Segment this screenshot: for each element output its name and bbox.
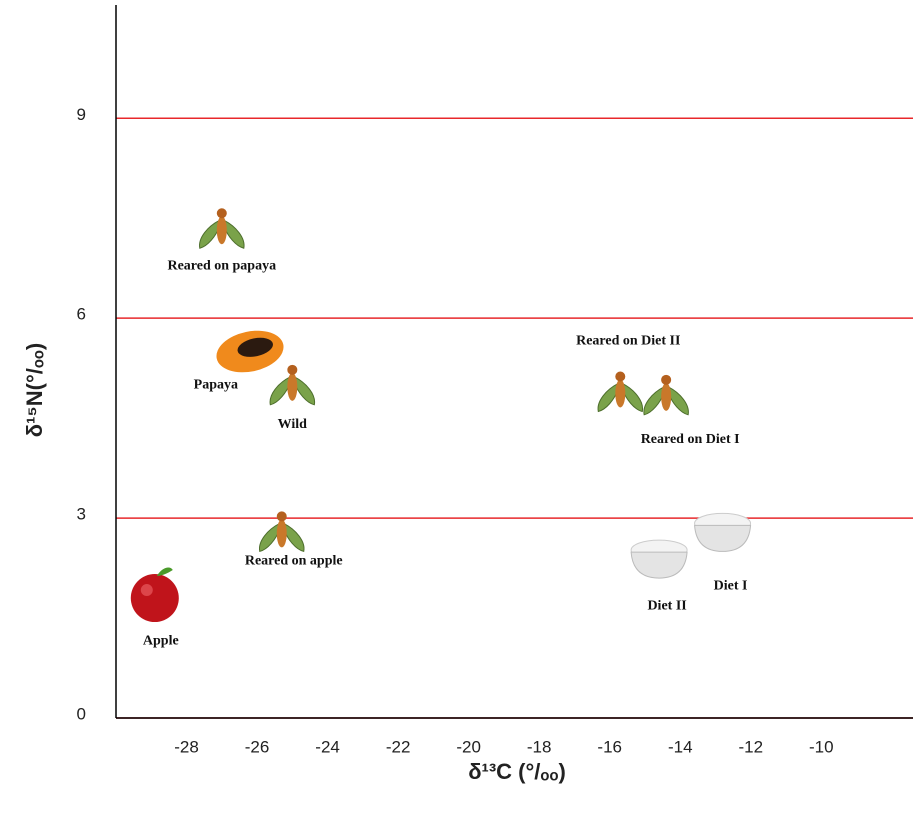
data-point	[694, 512, 752, 552]
fly-wing	[269, 376, 291, 406]
x-tick-label: -10	[809, 737, 834, 756]
y-tick-label: 3	[77, 505, 86, 524]
point-label: Reared on Diet I	[641, 432, 740, 447]
y-axis-title: δ¹⁵N(°/ₒₒ)	[22, 343, 47, 438]
x-tick-label: -26	[245, 737, 270, 756]
x-tick-label: -28	[174, 737, 199, 756]
point-label: Reared on apple	[245, 554, 343, 569]
x-tick-label: -20	[456, 737, 481, 756]
data-point	[597, 371, 644, 413]
data-point	[130, 567, 179, 623]
point-label: Papaya	[194, 378, 238, 393]
fly-wing	[597, 382, 619, 413]
bowl	[630, 551, 688, 579]
data-point	[259, 511, 305, 553]
fly-body	[216, 216, 227, 245]
x-tick-label: -16	[597, 737, 622, 756]
x-tick-label: -12	[738, 737, 763, 756]
data-point	[216, 330, 284, 373]
fly-body	[615, 379, 626, 408]
data-point	[630, 539, 688, 579]
apple-shine	[140, 584, 153, 597]
apple-leaf	[156, 567, 173, 577]
data-point	[643, 374, 689, 416]
fly-head	[216, 208, 227, 219]
x-tick-label: -18	[527, 737, 552, 756]
y-tick-label: 9	[77, 105, 86, 124]
y-tick-label: 0	[77, 704, 86, 723]
x-axis-title: δ¹³C (°/ₒₒ)	[468, 759, 566, 784]
fly-head	[287, 364, 298, 375]
data-point	[269, 364, 316, 406]
fly-body	[276, 519, 287, 548]
fly-body	[661, 382, 672, 411]
point-label: Wild	[278, 417, 308, 432]
x-tick-label: -24	[315, 737, 340, 756]
fly-wing	[621, 382, 644, 413]
point-label: Reared on Diet II	[576, 334, 680, 349]
fly-head	[661, 374, 672, 385]
x-tick-label: -14	[668, 737, 693, 756]
fly-head	[276, 511, 287, 522]
point-label: Diet I	[714, 579, 748, 594]
data-point	[199, 208, 245, 249]
fly-wing	[223, 219, 245, 249]
fly-wing	[283, 522, 305, 553]
fly-wing	[199, 219, 221, 249]
point-label: Reared on papaya	[167, 258, 276, 273]
fly-wing	[643, 386, 665, 416]
y-tick-label: 6	[77, 305, 86, 324]
x-tick-label: -22	[386, 737, 411, 756]
fly-wing	[667, 386, 689, 416]
fly-wing	[293, 376, 316, 406]
fly-body	[287, 372, 298, 401]
fly-wing	[259, 522, 281, 553]
point-label: Apple	[143, 633, 179, 648]
fly-head	[615, 371, 626, 382]
point-label: Diet II	[647, 598, 686, 613]
bowl	[694, 524, 752, 552]
apple-body	[130, 574, 179, 623]
papaya-seeds	[237, 337, 273, 357]
